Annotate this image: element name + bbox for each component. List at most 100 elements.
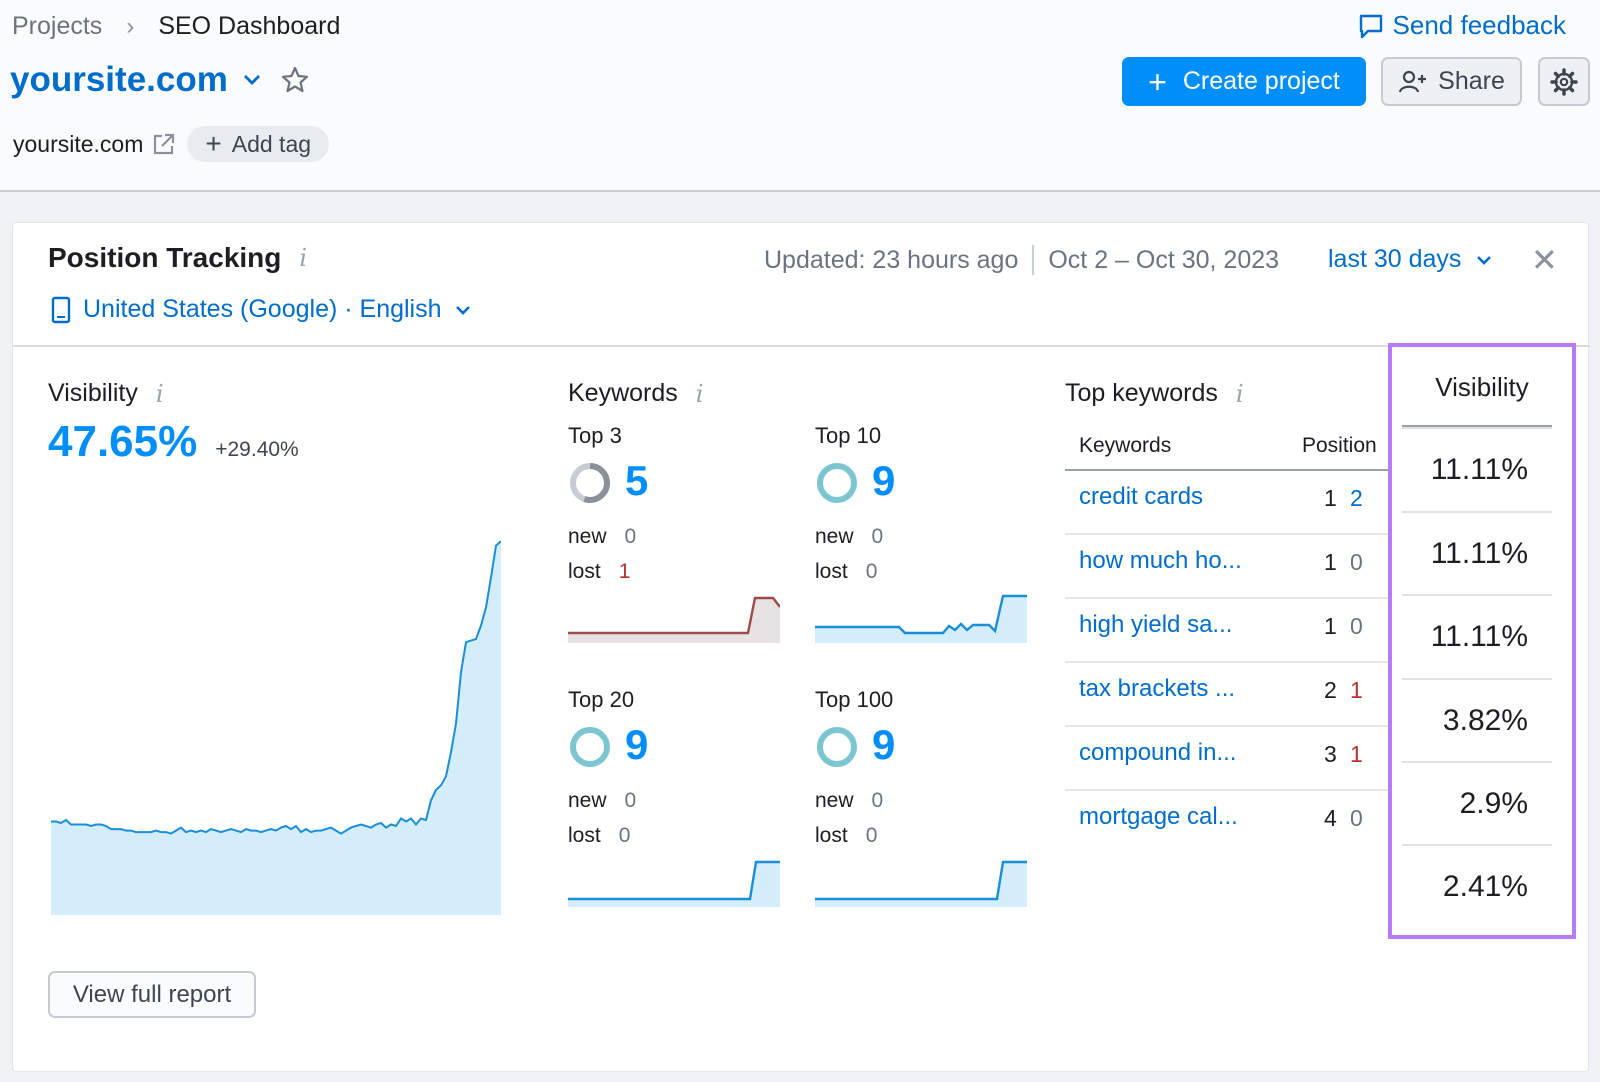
new-label: new: [815, 789, 854, 812]
visibility-column-highlight: Visibility 11.11% 11.11% 11.11% 3.82% 2.…: [1388, 343, 1576, 939]
info-icon[interactable]: i: [1235, 379, 1244, 408]
send-feedback-label: Send feedback: [1392, 10, 1566, 40]
keyword-position: 4: [1324, 805, 1337, 831]
chevron-down-icon: [1477, 255, 1492, 265]
position-change: 1: [1350, 741, 1363, 767]
keyword-position: 1: [1324, 613, 1337, 639]
add-tag-button[interactable]: + Add tag: [187, 126, 330, 162]
divider: [1032, 245, 1035, 275]
block-count: 9: [625, 721, 649, 768]
lost-value: 0: [618, 824, 631, 847]
share-label: Share: [1438, 67, 1505, 95]
visibility-cell: 11.11%: [1402, 594, 1552, 678]
period-label: last 30 days: [1328, 245, 1462, 273]
add-user-icon: [1399, 70, 1427, 92]
create-project-button[interactable]: + Create project: [1122, 57, 1366, 106]
visibility-chart: [51, 540, 501, 915]
view-full-report-button[interactable]: View full report: [48, 971, 256, 1018]
top-keywords-title: Top keywords i: [1065, 379, 1244, 408]
block-count: 9: [872, 457, 896, 504]
keyword-link[interactable]: compound in...: [1079, 739, 1237, 766]
widget-title-text: Position Tracking: [48, 242, 282, 273]
keywords-top100-block[interactable]: Top 100 9 new 0 lost 0: [815, 687, 1045, 927]
lost-label: lost: [815, 824, 848, 847]
visibility-cell: 11.11%: [1402, 427, 1552, 511]
keyword-link[interactable]: mortgage cal...: [1079, 803, 1238, 830]
project-selector[interactable]: yoursite.com: [10, 60, 310, 100]
new-row: new 0: [568, 525, 636, 549]
location-selector[interactable]: United States (Google) · English: [51, 295, 484, 324]
top-bar: Projects › SEO Dashboard Send feedback y…: [0, 0, 1600, 192]
keyword-position: 1: [1324, 485, 1337, 511]
info-icon[interactable]: i: [299, 244, 308, 272]
keyword-link[interactable]: credit cards: [1079, 483, 1204, 510]
col-header-position: Position: [1302, 434, 1377, 457]
period-selector[interactable]: last 30 days: [1328, 245, 1493, 274]
share-button[interactable]: Share: [1381, 57, 1522, 106]
project-name: yoursite.com: [10, 60, 228, 99]
lost-value: 0: [865, 560, 878, 583]
block-label: Top 100: [815, 687, 894, 712]
info-icon[interactable]: i: [155, 379, 164, 408]
new-label: new: [815, 525, 854, 548]
donut-icon: [570, 463, 610, 503]
lost-label: lost: [568, 560, 601, 583]
table-row[interactable]: compound in... 3 1: [1065, 725, 1395, 789]
keyword-link[interactable]: tax brackets ...: [1079, 675, 1236, 702]
donut-icon: [570, 727, 610, 767]
update-info: Updated: 23 hours ago Oct 2 – Oct 30, 20…: [764, 245, 1279, 275]
domain-row: yoursite.com + Add tag: [13, 126, 330, 162]
position-change: 1: [1350, 677, 1363, 703]
settings-button[interactable]: [1538, 57, 1590, 106]
lost-label: lost: [568, 824, 601, 847]
feedback-icon: [1359, 14, 1382, 38]
breadcrumb-current: SEO Dashboard: [158, 12, 341, 40]
updated-label: Updated: 23 hours ago: [764, 245, 1019, 274]
visibility-title-text: Visibility: [48, 379, 138, 407]
plus-icon: +: [205, 128, 222, 159]
chevron-down-icon: [243, 75, 260, 85]
new-row: new 0: [815, 789, 883, 813]
keyword-position: 2: [1324, 677, 1337, 703]
top3-sparkline: [568, 596, 780, 643]
external-link-icon[interactable]: [151, 131, 177, 157]
table-row[interactable]: tax brackets ... 2 1: [1065, 661, 1395, 725]
visibility-cell: 11.11%: [1402, 511, 1552, 595]
close-icon[interactable]: ✕: [1531, 242, 1558, 278]
visibility-cell: 3.82%: [1402, 678, 1552, 762]
donut-icon: [817, 727, 857, 767]
widget-title: Position Tracking i: [48, 242, 307, 274]
position-change: 2: [1350, 485, 1363, 511]
lost-row: lost 0: [568, 824, 630, 848]
table-row[interactable]: high yield sa... 1 0: [1065, 597, 1395, 661]
keyword-position: 3: [1324, 741, 1337, 767]
keywords-top3-block[interactable]: Top 3 5 new 0 lost 1: [568, 423, 798, 663]
create-project-label: Create project: [1182, 67, 1340, 95]
star-icon[interactable]: [280, 65, 310, 95]
keywords-title: Keywords i: [568, 379, 703, 408]
date-range: Oct 2 – Oct 30, 2023: [1048, 245, 1280, 274]
keyword-link[interactable]: high yield sa...: [1079, 611, 1233, 638]
block-count: 5: [625, 457, 649, 504]
table-row[interactable]: credit cards 1 2: [1065, 469, 1395, 533]
visibility-column-header: Visibility: [1435, 371, 1529, 402]
table-row[interactable]: how much ho... 1 0: [1065, 533, 1395, 597]
mobile-device-icon: [51, 296, 71, 323]
keyword-position: 1: [1324, 549, 1337, 575]
keywords-top10-block[interactable]: Top 10 9 new 0 lost 0: [815, 423, 1045, 663]
info-icon[interactable]: i: [695, 379, 704, 408]
lost-row: lost 0: [815, 824, 877, 848]
keyword-link[interactable]: how much ho...: [1079, 547, 1242, 574]
new-value: 0: [871, 789, 884, 812]
keywords-top20-block[interactable]: Top 20 9 new 0 lost 0: [568, 687, 798, 927]
new-value: 0: [624, 525, 637, 548]
position-change: 0: [1350, 613, 1363, 639]
col-header-keywords: Keywords: [1079, 434, 1172, 457]
top10-sparkline: [815, 594, 1027, 643]
table-row[interactable]: mortgage cal... 4 0: [1065, 789, 1395, 853]
breadcrumb-separator: ›: [126, 12, 135, 40]
send-feedback-link[interactable]: Send feedback: [1357, 10, 1566, 41]
visibility-title: Visibility i: [48, 379, 164, 408]
breadcrumb-projects[interactable]: Projects: [12, 12, 103, 40]
visibility-cell: 2.9%: [1402, 761, 1552, 845]
